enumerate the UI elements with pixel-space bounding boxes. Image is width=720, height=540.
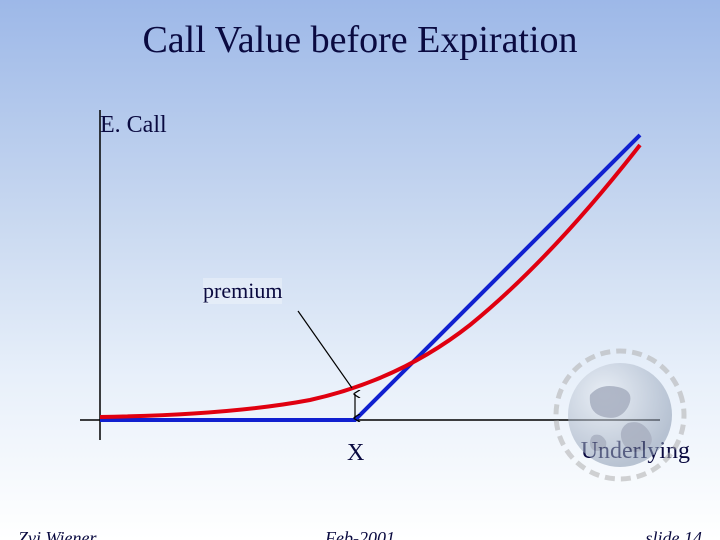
page-title: Call Value before Expiration	[0, 18, 720, 62]
footer-slide-number: slide 14	[646, 528, 703, 540]
strike-marker: X	[347, 440, 364, 467]
footer-date: Feb-2001	[0, 528, 720, 540]
globe-icon	[550, 345, 690, 485]
premium-pointer	[298, 311, 352, 388]
